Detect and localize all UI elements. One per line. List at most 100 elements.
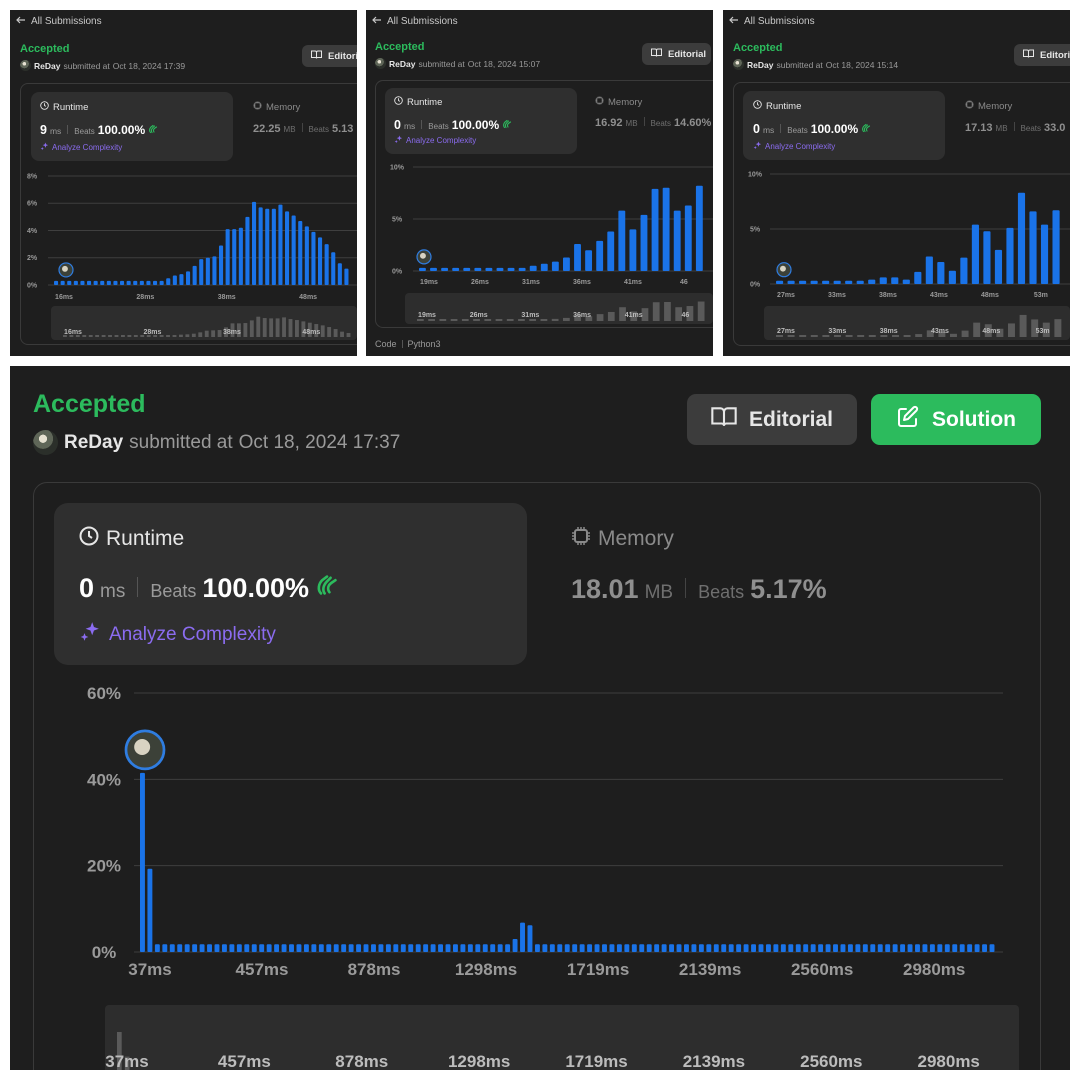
runtime-bar[interactable]: [467, 944, 473, 952]
runtime-bar[interactable]: [291, 215, 296, 285]
runtime-bar[interactable]: [400, 944, 406, 952]
runtime-bar[interactable]: [640, 214, 648, 271]
runtime-bar[interactable]: [133, 280, 138, 285]
runtime-bar[interactable]: [285, 211, 290, 285]
runtime-bar[interactable]: [952, 944, 958, 952]
runtime-bar[interactable]: [618, 210, 626, 271]
runtime-bar[interactable]: [518, 267, 526, 271]
runtime-bar[interactable]: [937, 262, 945, 284]
runtime-box[interactable]: [31, 92, 233, 161]
runtime-bar[interactable]: [205, 257, 210, 285]
runtime-bar[interactable]: [318, 944, 324, 952]
runtime-bar[interactable]: [706, 944, 712, 952]
runtime-bar[interactable]: [900, 944, 906, 952]
runtime-bar[interactable]: [743, 944, 749, 952]
runtime-bar[interactable]: [803, 944, 809, 952]
runtime-bar[interactable]: [54, 280, 59, 285]
runtime-bar[interactable]: [303, 944, 309, 952]
runtime-bar[interactable]: [199, 944, 205, 952]
runtime-bar[interactable]: [482, 944, 488, 952]
runtime-bar[interactable]: [236, 944, 242, 952]
runtime-bar[interactable]: [915, 944, 920, 952]
runtime-bar[interactable]: [430, 267, 437, 271]
runtime-bar[interactable]: [879, 277, 887, 284]
runtime-bar[interactable]: [563, 257, 570, 271]
runtime-bar[interactable]: [274, 944, 280, 952]
runtime-bar[interactable]: [855, 944, 861, 952]
solution-button[interactable]: Solution: [871, 394, 1041, 445]
runtime-bar[interactable]: [818, 944, 824, 952]
runtime-bar[interactable]: [624, 944, 630, 952]
runtime-bar[interactable]: [331, 252, 336, 285]
analyze-complexity-link[interactable]: Analyze Complexity: [753, 141, 835, 152]
runtime-bar[interactable]: [891, 277, 899, 284]
runtime-bar[interactable]: [925, 256, 933, 285]
runtime-bar[interactable]: [93, 280, 98, 285]
runtime-bar[interactable]: [408, 944, 414, 952]
runtime-bar[interactable]: [534, 944, 540, 952]
runtime-bar[interactable]: [512, 939, 518, 952]
runtime-bar[interactable]: [736, 944, 742, 952]
runtime-bar[interactable]: [266, 944, 272, 952]
chart-overview[interactable]: 37ms 457ms 878ms 1298ms 1719ms 2139ms 2560ms 29…: [105, 1005, 1019, 1070]
runtime-bar[interactable]: [596, 240, 604, 271]
runtime-bar[interactable]: [438, 944, 444, 952]
runtime-bar[interactable]: [971, 224, 979, 284]
back-link[interactable]: All Submissions: [372, 15, 458, 28]
runtime-bar[interactable]: [311, 944, 317, 952]
editorial-button[interactable]: Editori: [302, 45, 357, 67]
runtime-bar[interactable]: [825, 944, 831, 952]
chart-overview[interactable]: 16ms 28ms 38ms 48ms: [51, 306, 357, 340]
runtime-bar[interactable]: [67, 280, 72, 285]
runtime-bar[interactable]: [788, 944, 794, 952]
runtime-bar[interactable]: [139, 280, 144, 285]
runtime-bar[interactable]: [585, 250, 593, 271]
runtime-bar[interactable]: [870, 944, 876, 952]
runtime-bar[interactable]: [192, 944, 198, 952]
back-link[interactable]: All Submissions: [729, 15, 815, 28]
runtime-bar[interactable]: [974, 944, 980, 952]
runtime-bar[interactable]: [540, 263, 548, 271]
runtime-bar[interactable]: [616, 944, 622, 952]
runtime-bar[interactable]: [333, 944, 339, 952]
runtime-bar[interactable]: [944, 944, 950, 952]
memory-heading[interactable]: Memory: [571, 526, 674, 552]
runtime-bar[interactable]: [960, 257, 968, 284]
runtime-bar[interactable]: [810, 944, 816, 952]
runtime-bar[interactable]: [629, 229, 637, 271]
runtime-bar[interactable]: [126, 280, 131, 285]
runtime-bar[interactable]: [452, 944, 458, 952]
runtime-bar[interactable]: [496, 267, 504, 271]
runtime-bar[interactable]: [877, 944, 883, 952]
runtime-bar[interactable]: [419, 267, 426, 271]
runtime-bar[interactable]: [822, 280, 830, 284]
runtime-bar[interactable]: [281, 944, 287, 952]
runtime-bar[interactable]: [776, 280, 784, 284]
runtime-bar[interactable]: [337, 263, 342, 285]
runtime-bar[interactable]: [326, 944, 332, 952]
runtime-bar[interactable]: [166, 278, 171, 285]
runtime-bar[interactable]: [259, 944, 265, 952]
runtime-bar[interactable]: [225, 229, 230, 285]
chart-overview[interactable]: 27ms 33ms 38ms 43ms 48ms 53m: [764, 306, 1070, 340]
runtime-bar[interactable]: [631, 944, 637, 952]
runtime-bar[interactable]: [177, 944, 183, 952]
runtime-bar[interactable]: [146, 280, 151, 285]
runtime-bar[interactable]: [914, 271, 922, 284]
runtime-bar[interactable]: [728, 944, 734, 952]
runtime-bar[interactable]: [423, 944, 429, 952]
runtime-bar[interactable]: [579, 944, 585, 952]
runtime-bar[interactable]: [907, 944, 913, 952]
runtime-box[interactable]: [54, 503, 527, 665]
runtime-box[interactable]: [385, 88, 577, 154]
runtime-bar[interactable]: [787, 280, 795, 284]
runtime-bar[interactable]: [238, 227, 243, 285]
runtime-bar[interactable]: [994, 249, 1003, 284]
runtime-bar[interactable]: [258, 207, 263, 285]
runtime-bar[interactable]: [147, 868, 153, 952]
runtime-bar[interactable]: [80, 280, 85, 285]
runtime-bar[interactable]: [324, 244, 329, 285]
runtime-bar[interactable]: [244, 944, 250, 952]
runtime-bar[interactable]: [186, 271, 191, 285]
runtime-bar[interactable]: [673, 210, 681, 271]
